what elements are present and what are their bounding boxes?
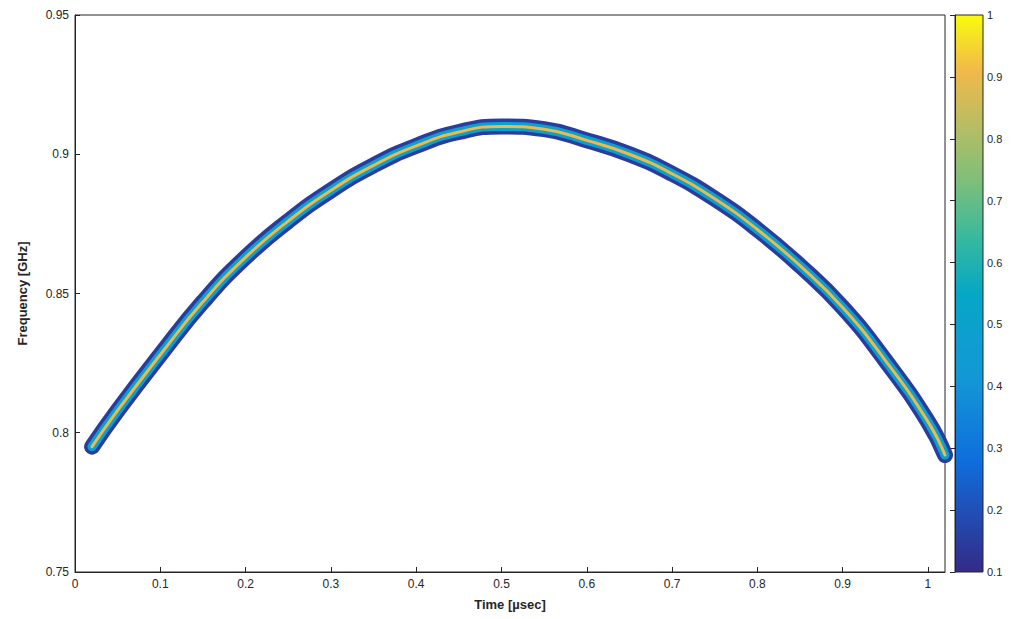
svg-text:0.8: 0.8 [52, 426, 69, 440]
svg-text:0.2: 0.2 [237, 577, 254, 591]
svg-text:0.8: 0.8 [987, 133, 1002, 145]
svg-text:0.9: 0.9 [987, 71, 1002, 83]
svg-text:Frequency [GHz]: Frequency [GHz] [15, 241, 30, 345]
svg-text:0.4: 0.4 [408, 577, 425, 591]
svg-text:0.8: 0.8 [749, 577, 766, 591]
svg-text:1: 1 [987, 9, 993, 21]
svg-text:0.4: 0.4 [987, 380, 1002, 392]
svg-text:0.3: 0.3 [987, 442, 1002, 454]
svg-text:0.1: 0.1 [152, 577, 169, 591]
svg-text:0.5: 0.5 [493, 577, 510, 591]
svg-text:Time [µsec]: Time [µsec] [474, 597, 546, 612]
svg-text:0.9: 0.9 [52, 147, 69, 161]
svg-text:0.95: 0.95 [46, 8, 70, 22]
svg-text:0.7: 0.7 [987, 195, 1002, 207]
svg-text:0.75: 0.75 [46, 565, 70, 579]
svg-text:0.3: 0.3 [323, 577, 340, 591]
svg-text:0.6: 0.6 [987, 257, 1002, 269]
svg-text:0.85: 0.85 [46, 287, 70, 301]
svg-text:0.1: 0.1 [987, 566, 1002, 578]
svg-text:0.7: 0.7 [664, 577, 681, 591]
svg-text:0.2: 0.2 [987, 504, 1002, 516]
svg-text:0.6: 0.6 [578, 577, 595, 591]
svg-text:0.5: 0.5 [987, 318, 1002, 330]
svg-text:0.9: 0.9 [834, 577, 851, 591]
svg-text:1: 1 [925, 577, 932, 591]
svg-text:0: 0 [72, 577, 79, 591]
